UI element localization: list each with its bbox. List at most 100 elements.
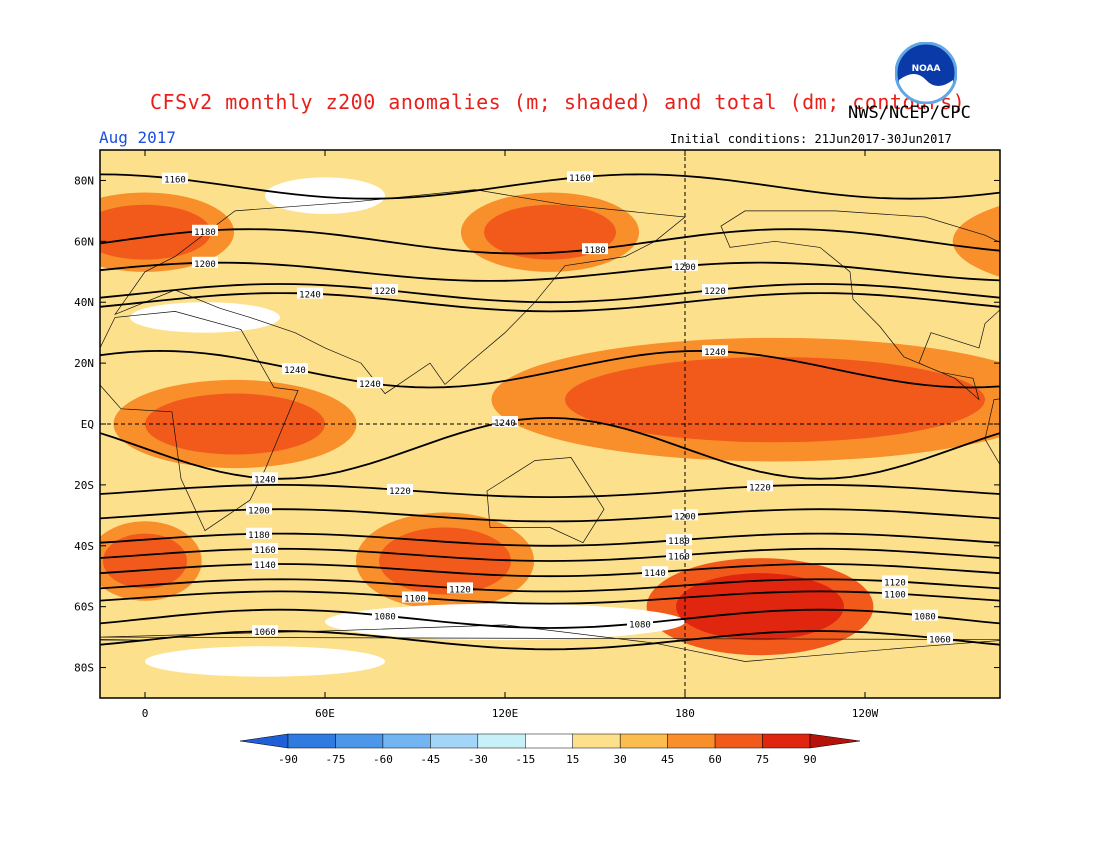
contour-label-bg [747, 480, 773, 492]
colorbar-label: -90 [278, 753, 298, 766]
lat-tick-label: 40S [74, 540, 94, 553]
contour-label: 1160 [254, 546, 276, 556]
contour-label: 1120 [884, 578, 906, 588]
height-contour [100, 608, 1000, 629]
lon-tick-label: 120E [492, 707, 519, 720]
contour-label: 1160 [0, 179, 6, 189]
contour-label-bg [0, 176, 8, 187]
coastline [100, 624, 1000, 662]
contour-label: 1200 [194, 260, 216, 270]
lon-tick-label: 0 [142, 707, 149, 720]
contour-label-bg [912, 609, 938, 621]
contour-label: 1240 [359, 380, 381, 390]
height-contours: 1240 1240 1240 1240 1240 1240 1220 1220 1220 1200… [0, 171, 1000, 651]
contour-label-bg [666, 549, 692, 561]
colorbar-high-arrow [809, 733, 861, 749]
contour-label-bg [567, 171, 593, 183]
lat-tick-label: 20S [74, 479, 94, 492]
colorbar-label: 30 [614, 753, 627, 766]
contour-label-bg [372, 609, 398, 621]
coastline [114, 189, 686, 395]
height-contour [100, 173, 1000, 200]
contour-label: 1080 [374, 613, 396, 623]
forecast-month-label: Aug 2017 [99, 128, 177, 147]
contour-label: 1180 [584, 246, 606, 256]
anomaly-region [1075, 302, 1100, 332]
contour-label: 1200 [0, 276, 21, 286]
lat-tick-label: 40N [74, 296, 94, 309]
height-contour [100, 508, 1000, 523]
contour-label: 1220 [374, 287, 396, 297]
height-contour [100, 261, 1000, 282]
contour-label: 1160 [569, 174, 591, 184]
chart-title: CFSv2 monthly z200 anomalies (m; shaded)… [150, 90, 966, 114]
contour-label-bg [252, 542, 278, 554]
colorbar-box [762, 733, 811, 749]
contour-label-bg [372, 283, 398, 295]
logo-text: NOAA [912, 64, 941, 74]
coastline [0, 394, 40, 592]
contour-label-bg [357, 377, 383, 389]
lat-tick-label: 20N [74, 357, 94, 370]
noaa-logo-icon: NOAA [895, 42, 957, 104]
lon-tick-label: 120W [852, 707, 879, 720]
initial-conditions-label: Initial conditions: 21Jun2017-30Jun2017 [670, 132, 952, 146]
colorbar-box [382, 733, 431, 749]
contour-label: 1080 [914, 613, 936, 623]
colorbar-box [525, 733, 573, 749]
lat-tick-label: 80N [74, 174, 94, 187]
contour-label-bg [246, 527, 272, 539]
lat-tick-label: EQ [81, 418, 94, 431]
contour-label-bg [582, 243, 608, 255]
contour-label: 1180 [194, 228, 216, 238]
contour-label: 1200 [674, 263, 696, 273]
colorbar-low-arrow [239, 733, 289, 749]
contour-label: 1120 [449, 585, 471, 595]
contour-label: 1240 [299, 291, 321, 301]
colorbar-label: 60 [708, 753, 721, 766]
height-contour [100, 578, 1000, 593]
contour-label-bg [627, 617, 653, 629]
anomaly-region [1090, 537, 1100, 604]
colorbar-label: 75 [756, 753, 769, 766]
lon-tick-label: 60E [315, 707, 335, 720]
colorbar-label: 45 [661, 753, 674, 766]
anomaly-region [1000, 205, 1100, 278]
contour-label: 1240 [704, 348, 726, 358]
colorbar-label: -75 [326, 753, 346, 766]
contour-label-bg [0, 273, 23, 284]
contour-label-bg [447, 582, 473, 594]
contour-label-bg [402, 591, 428, 603]
coastline [486, 457, 605, 544]
colorbar-label: -60 [373, 753, 393, 766]
height-contour [100, 416, 1000, 480]
contour-label: 1240 [284, 366, 306, 376]
colorbar-label: 90 [803, 753, 816, 766]
height-contour [100, 547, 1000, 562]
contour-label-bg [252, 625, 278, 637]
coastline [1030, 171, 1100, 241]
anomaly-region [325, 603, 685, 641]
lat-tick-label: 80S [74, 662, 94, 675]
colorbar-box [335, 733, 384, 749]
contour-label-bg [297, 287, 323, 299]
colorbar-box [477, 733, 526, 749]
colorbar-box [667, 733, 716, 749]
lat-tick-label: 60S [74, 601, 94, 614]
contour-label: 1080 [629, 620, 651, 630]
contour-label-bg [192, 256, 218, 268]
contour-label-bg [0, 247, 17, 258]
contour-label-bg [702, 345, 728, 357]
height-contour [100, 590, 1000, 605]
contour-label: 1240 [254, 475, 276, 485]
height-contour [100, 292, 1000, 313]
contour-label-bg [387, 483, 413, 495]
contour-label: 1220 [704, 287, 726, 297]
height-contour [100, 532, 1000, 547]
contour-label: 1240 [494, 419, 516, 429]
colorbar-box [430, 733, 479, 749]
contour-label: 1220 [389, 487, 411, 497]
contour-label: 1220 [749, 483, 771, 493]
coastline [0, 171, 85, 241]
